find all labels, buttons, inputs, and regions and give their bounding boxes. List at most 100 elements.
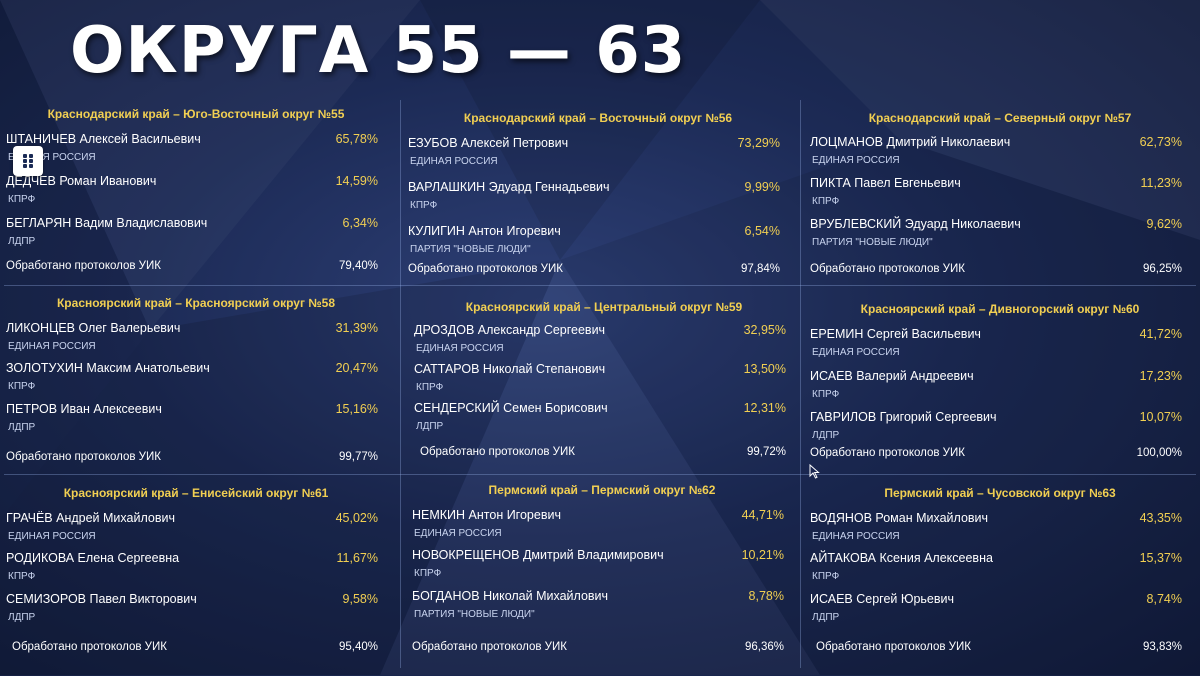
candidate-name: РОДИКОВА Елена Сергеевна bbox=[6, 551, 180, 565]
processed-row: Обработано протоколов УИК 99,77% bbox=[6, 451, 378, 467]
district-header: Пермский край – Пермский округ №62 bbox=[488, 483, 716, 497]
district-card: Красноярский край – Центральный округ №5… bbox=[414, 300, 794, 490]
candidate-row: ШТАНИЧЕВ Алексей Васильевич 65,78% ЕДИНА… bbox=[6, 132, 378, 168]
candidate-name: САТТАРОВ Николай Степанович bbox=[414, 362, 606, 376]
candidate-name: АЙТАКОВА Ксения Алексеевна bbox=[810, 551, 993, 565]
processed-row: Обработано протоколов УИК 95,40% bbox=[6, 641, 378, 657]
candidate-percent: 31,39% bbox=[335, 321, 378, 335]
candidate-party: ЕДИНАЯ РОССИЯ bbox=[812, 155, 900, 166]
candidate-party: КПРФ bbox=[410, 200, 438, 211]
candidate-percent: 13,50% bbox=[743, 362, 786, 376]
candidate-row: ПИКТА Павел Евгеньевич 11,23% КПРФ bbox=[810, 176, 1182, 212]
district-header: Краснодарский край – Восточный округ №56 bbox=[463, 111, 733, 125]
candidate-party: ЛДПР bbox=[8, 422, 36, 433]
candidate-row: САТТАРОВ Николай Степанович 13,50% КПРФ bbox=[414, 362, 786, 398]
candidate-party: ЕДИНАЯ РОССИЯ bbox=[416, 343, 504, 354]
candidate-percent: 65,78% bbox=[335, 132, 378, 146]
processed-percent: 79,40% bbox=[338, 260, 378, 272]
candidate-percent: 11,67% bbox=[336, 551, 378, 565]
candidate-percent: 11,23% bbox=[1140, 176, 1182, 190]
processed-row: Обработано протоколов УИК 99,72% bbox=[414, 446, 786, 462]
candidate-name: ГРАЧЁВ Андрей Михайлович bbox=[6, 511, 175, 525]
district-card: Краснодарский край – Восточный округ №56… bbox=[408, 111, 788, 301]
candidate-party: КПРФ bbox=[8, 194, 36, 205]
candidate-party: ЕДИНАЯ РОССИЯ bbox=[8, 152, 96, 163]
candidate-row: ЕРЕМИН Сергей Васильевич 41,72% ЕДИНАЯ Р… bbox=[810, 327, 1182, 363]
processed-label: Обработано протоколов УИК bbox=[6, 260, 161, 272]
candidate-name: ПЕТРОВ Иван Алексеевич bbox=[6, 402, 162, 416]
processed-row: Обработано протоколов УИК 100,00% bbox=[810, 447, 1182, 463]
candidate-percent: 17,23% bbox=[1139, 369, 1182, 383]
candidate-percent: 8,74% bbox=[1146, 592, 1182, 606]
candidate-party: ЛДПР bbox=[8, 612, 36, 623]
processed-label: Обработано протоколов УИК bbox=[810, 263, 965, 275]
candidate-percent: 43,35% bbox=[1139, 511, 1182, 525]
candidate-percent: 6,34% bbox=[342, 216, 378, 230]
candidate-row: АЙТАКОВА Ксения Алексеевна 15,37% КПРФ bbox=[810, 551, 1182, 587]
processed-label: Обработано протоколов УИК bbox=[12, 641, 167, 653]
candidate-name: НОВОКРЕЩЕНОВ Дмитрий Владимирович bbox=[412, 548, 664, 562]
candidate-row: СЕМИЗОРОВ Павел Викторович 9,58% ЛДПР bbox=[6, 592, 378, 628]
candidate-percent: 10,07% bbox=[1139, 410, 1182, 424]
row-divider bbox=[4, 474, 1196, 475]
processed-label: Обработано протоколов УИК bbox=[810, 447, 965, 459]
candidate-row: БЕГЛАРЯН Вадим Владиславович 6,34% ЛДПР bbox=[6, 216, 378, 252]
candidate-party: КПРФ bbox=[414, 568, 442, 579]
processed-label: Обработано протоколов УИК bbox=[6, 451, 161, 463]
district-header: Краснодарский край – Юго-Восточный округ… bbox=[47, 107, 345, 121]
candidate-row: НЕМКИН Антон Игоревич 44,71% ЕДИНАЯ РОСС… bbox=[412, 508, 784, 544]
candidate-party: ЕДИНАЯ РОССИЯ bbox=[414, 528, 502, 539]
candidate-party: КПРФ bbox=[8, 381, 36, 392]
candidate-name: ШТАНИЧЕВ Алексей Васильевич bbox=[6, 132, 201, 146]
candidate-party: ЛДПР bbox=[812, 612, 840, 623]
processed-row: Обработано протоколов УИК 97,84% bbox=[408, 263, 780, 279]
candidate-row: ЛОЦМАНОВ Дмитрий Николаевич 62,73% ЕДИНА… bbox=[810, 135, 1182, 171]
grid-icon[interactable] bbox=[13, 146, 43, 176]
candidate-name: ЛОЦМАНОВ Дмитрий Николаевич bbox=[810, 135, 1011, 149]
processed-percent: 95,40% bbox=[338, 641, 378, 653]
candidate-party: ПАРТИЯ "НОВЫЕ ЛЮДИ" bbox=[414, 609, 535, 620]
candidate-row: ДРОЗДОВ Александр Сергеевич 32,95% ЕДИНА… bbox=[414, 323, 786, 359]
district-card: Краснодарский край – Юго-Восточный округ… bbox=[6, 107, 386, 297]
column-divider bbox=[400, 100, 401, 668]
processed-row: Обработано протоколов УИК 79,40% bbox=[6, 260, 378, 276]
candidate-name: БЕГЛАРЯН Вадим Владиславович bbox=[6, 216, 208, 230]
candidate-name: ЕРЕМИН Сергей Васильевич bbox=[810, 327, 981, 341]
processed-percent: 97,84% bbox=[740, 263, 780, 275]
processed-percent: 96,36% bbox=[744, 641, 784, 653]
candidate-name: ПИКТА Павел Евгеньевич bbox=[810, 176, 961, 190]
candidate-percent: 9,99% bbox=[744, 180, 780, 194]
candidate-name: ЛИКОНЦЕВ Олег Валерьевич bbox=[6, 321, 181, 335]
candidate-percent: 8,78% bbox=[748, 589, 784, 603]
district-header: Красноярский край – Енисейский округ №61 bbox=[63, 486, 329, 500]
candidate-party: КПРФ bbox=[8, 571, 36, 582]
candidate-row: ЗОЛОТУХИН Максим Анатольевич 20,47% КПРФ bbox=[6, 361, 378, 397]
row-divider bbox=[4, 285, 1196, 286]
candidate-name: ИСАЕВ Валерий Андреевич bbox=[810, 369, 974, 383]
processed-row: Обработано протоколов УИК 93,83% bbox=[810, 641, 1182, 657]
district-card: Красноярский край – Дивногорский округ №… bbox=[810, 302, 1190, 492]
district-header: Красноярский край – Центральный округ №5… bbox=[465, 300, 743, 314]
column-divider bbox=[800, 100, 801, 668]
district-header: Краснодарский край – Северный округ №57 bbox=[868, 111, 1132, 125]
candidate-row: ИСАЕВ Валерий Андреевич 17,23% КПРФ bbox=[810, 369, 1182, 405]
candidate-name: ГАВРИЛОВ Григорий Сергеевич bbox=[810, 410, 997, 424]
candidate-row: ПЕТРОВ Иван Алексеевич 15,16% ЛДПР bbox=[6, 402, 378, 438]
candidate-party: ПАРТИЯ "НОВЫЕ ЛЮДИ" bbox=[410, 244, 531, 255]
candidate-percent: 62,73% bbox=[1139, 135, 1182, 149]
candidate-percent: 32,95% bbox=[743, 323, 786, 337]
candidate-percent: 10,21% bbox=[741, 548, 784, 562]
processed-label: Обработано протоколов УИК bbox=[420, 446, 575, 458]
processed-row: Обработано протоколов УИК 96,25% bbox=[810, 263, 1182, 279]
page-title: ОКРУГА 55 — 63 bbox=[70, 14, 687, 88]
candidate-row: ЛИКОНЦЕВ Олег Валерьевич 31,39% ЕДИНАЯ Р… bbox=[6, 321, 378, 357]
candidate-party: КПРФ bbox=[416, 382, 444, 393]
processed-row: Обработано протоколов УИК 96,36% bbox=[412, 641, 784, 657]
candidate-row: БОГДАНОВ Николай Михайлович 8,78% ПАРТИЯ… bbox=[412, 589, 784, 625]
mouse-pointer-icon bbox=[809, 464, 820, 479]
candidate-row: КУЛИГИН Антон Игоревич 6,54% ПАРТИЯ "НОВ… bbox=[408, 224, 780, 260]
candidate-percent: 14,59% bbox=[335, 174, 378, 188]
candidate-name: НЕМКИН Антон Игоревич bbox=[412, 508, 561, 522]
candidate-name: КУЛИГИН Антон Игоревич bbox=[408, 224, 561, 238]
candidate-party: ЕДИНАЯ РОССИЯ bbox=[410, 156, 498, 167]
